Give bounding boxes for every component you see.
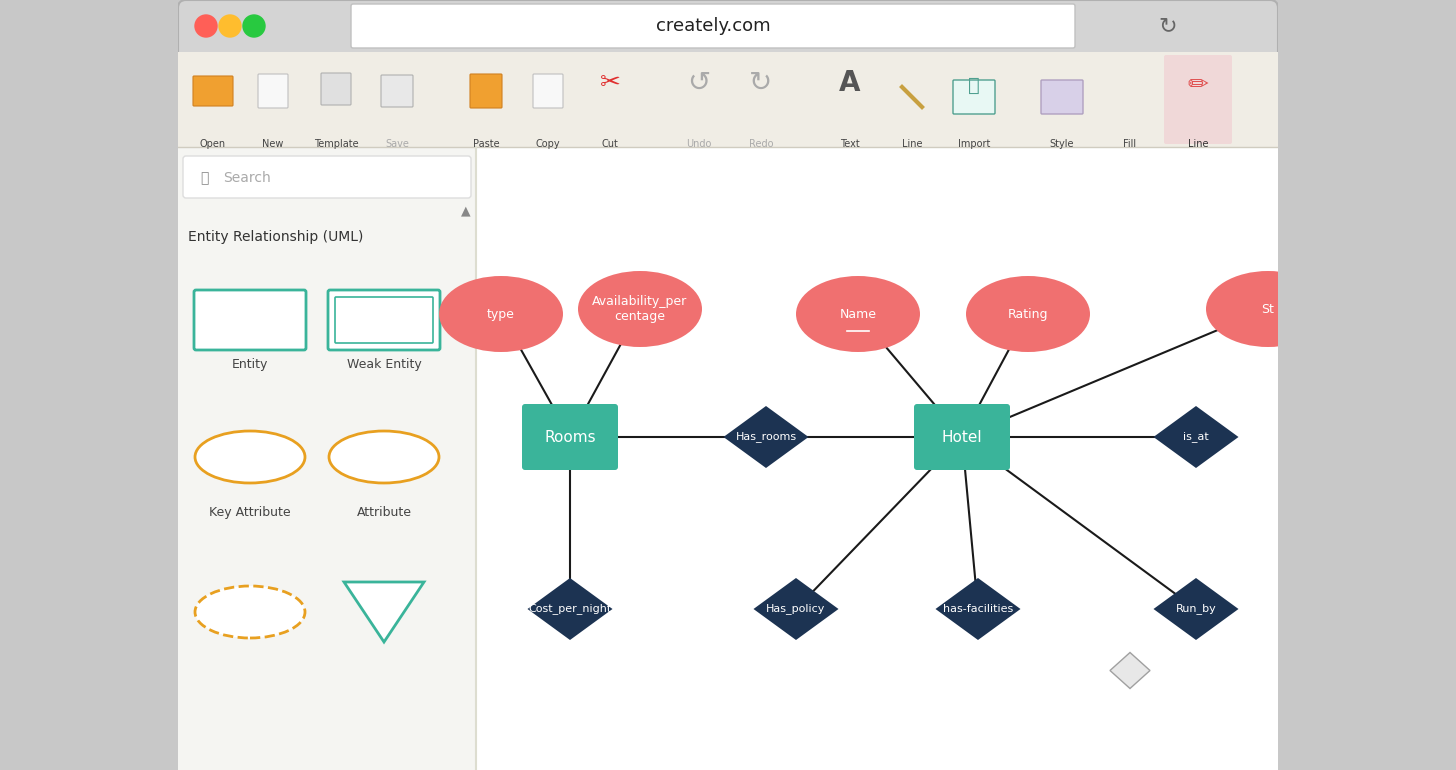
Ellipse shape	[1206, 271, 1329, 347]
Text: St: St	[1261, 303, 1274, 316]
Circle shape	[243, 15, 265, 37]
Text: Text: Text	[840, 139, 860, 149]
Text: Fill: Fill	[1124, 139, 1137, 149]
Text: Save: Save	[384, 139, 409, 149]
Text: Entity Relationship (UML): Entity Relationship (UML)	[188, 230, 364, 244]
Text: Name: Name	[840, 307, 877, 320]
Polygon shape	[754, 578, 839, 640]
FancyBboxPatch shape	[194, 290, 306, 350]
Text: Cut: Cut	[601, 139, 619, 149]
FancyBboxPatch shape	[183, 156, 470, 198]
Text: Line: Line	[1188, 139, 1208, 149]
Text: Has_policy: Has_policy	[766, 604, 826, 614]
Text: ✏: ✏	[1188, 73, 1208, 97]
FancyBboxPatch shape	[476, 147, 1278, 770]
FancyBboxPatch shape	[954, 80, 994, 114]
Text: Line: Line	[901, 139, 922, 149]
Polygon shape	[724, 406, 808, 468]
FancyBboxPatch shape	[523, 404, 617, 470]
Ellipse shape	[329, 431, 440, 483]
FancyBboxPatch shape	[178, 147, 476, 770]
Text: Weak Entity: Weak Entity	[347, 357, 421, 370]
Polygon shape	[936, 578, 1021, 640]
Polygon shape	[1153, 406, 1239, 468]
FancyBboxPatch shape	[470, 74, 502, 108]
Text: ✂: ✂	[600, 71, 620, 95]
Text: Key Attribute: Key Attribute	[210, 505, 291, 518]
FancyBboxPatch shape	[351, 4, 1075, 48]
Text: ↻: ↻	[1159, 16, 1178, 36]
Text: type: type	[488, 307, 515, 320]
Ellipse shape	[440, 276, 563, 352]
Text: Attribute: Attribute	[357, 505, 412, 518]
Text: is_at: is_at	[1184, 431, 1208, 443]
Text: ↺: ↺	[687, 69, 711, 97]
Ellipse shape	[578, 271, 702, 347]
Text: Copy: Copy	[536, 139, 561, 149]
Ellipse shape	[796, 276, 920, 352]
FancyBboxPatch shape	[335, 297, 432, 343]
Polygon shape	[527, 578, 613, 640]
Text: Redo: Redo	[748, 139, 773, 149]
Text: Style: Style	[1050, 139, 1075, 149]
Circle shape	[218, 15, 242, 37]
Text: Availability_per
centage: Availability_per centage	[593, 295, 687, 323]
Text: ▲: ▲	[462, 205, 470, 217]
Text: Search: Search	[223, 171, 271, 185]
FancyBboxPatch shape	[328, 290, 440, 350]
Text: Has_rooms: Has_rooms	[735, 431, 796, 443]
FancyBboxPatch shape	[258, 74, 288, 108]
Text: Import: Import	[958, 139, 990, 149]
Text: Hotel: Hotel	[942, 430, 983, 444]
Text: ⛰: ⛰	[968, 76, 980, 95]
Text: creately.com: creately.com	[655, 17, 770, 35]
Text: Cost_per_night: Cost_per_night	[529, 604, 612, 614]
FancyBboxPatch shape	[1041, 80, 1083, 114]
Circle shape	[195, 15, 217, 37]
FancyBboxPatch shape	[178, 0, 1278, 770]
FancyBboxPatch shape	[194, 76, 233, 106]
Text: Rooms: Rooms	[545, 430, 596, 444]
FancyBboxPatch shape	[381, 75, 414, 107]
FancyBboxPatch shape	[1163, 55, 1232, 144]
Text: Undo: Undo	[686, 139, 712, 149]
Text: Template: Template	[313, 139, 358, 149]
FancyBboxPatch shape	[533, 74, 563, 108]
Text: Open: Open	[199, 139, 226, 149]
Polygon shape	[1109, 652, 1150, 688]
Ellipse shape	[195, 431, 304, 483]
FancyBboxPatch shape	[178, 52, 1278, 147]
Text: ↻: ↻	[750, 69, 773, 97]
Polygon shape	[344, 582, 424, 642]
Text: has-facilities: has-facilities	[943, 604, 1013, 614]
Text: New: New	[262, 139, 284, 149]
Text: Run_by: Run_by	[1175, 604, 1216, 614]
Ellipse shape	[195, 586, 304, 638]
Text: Entity: Entity	[232, 357, 268, 370]
FancyBboxPatch shape	[914, 404, 1010, 470]
Text: 🔍: 🔍	[199, 171, 208, 185]
Ellipse shape	[965, 276, 1091, 352]
Text: A: A	[839, 69, 860, 97]
FancyBboxPatch shape	[320, 73, 351, 105]
Polygon shape	[1153, 578, 1239, 640]
Text: Paste: Paste	[473, 139, 499, 149]
Text: Rating: Rating	[1008, 307, 1048, 320]
